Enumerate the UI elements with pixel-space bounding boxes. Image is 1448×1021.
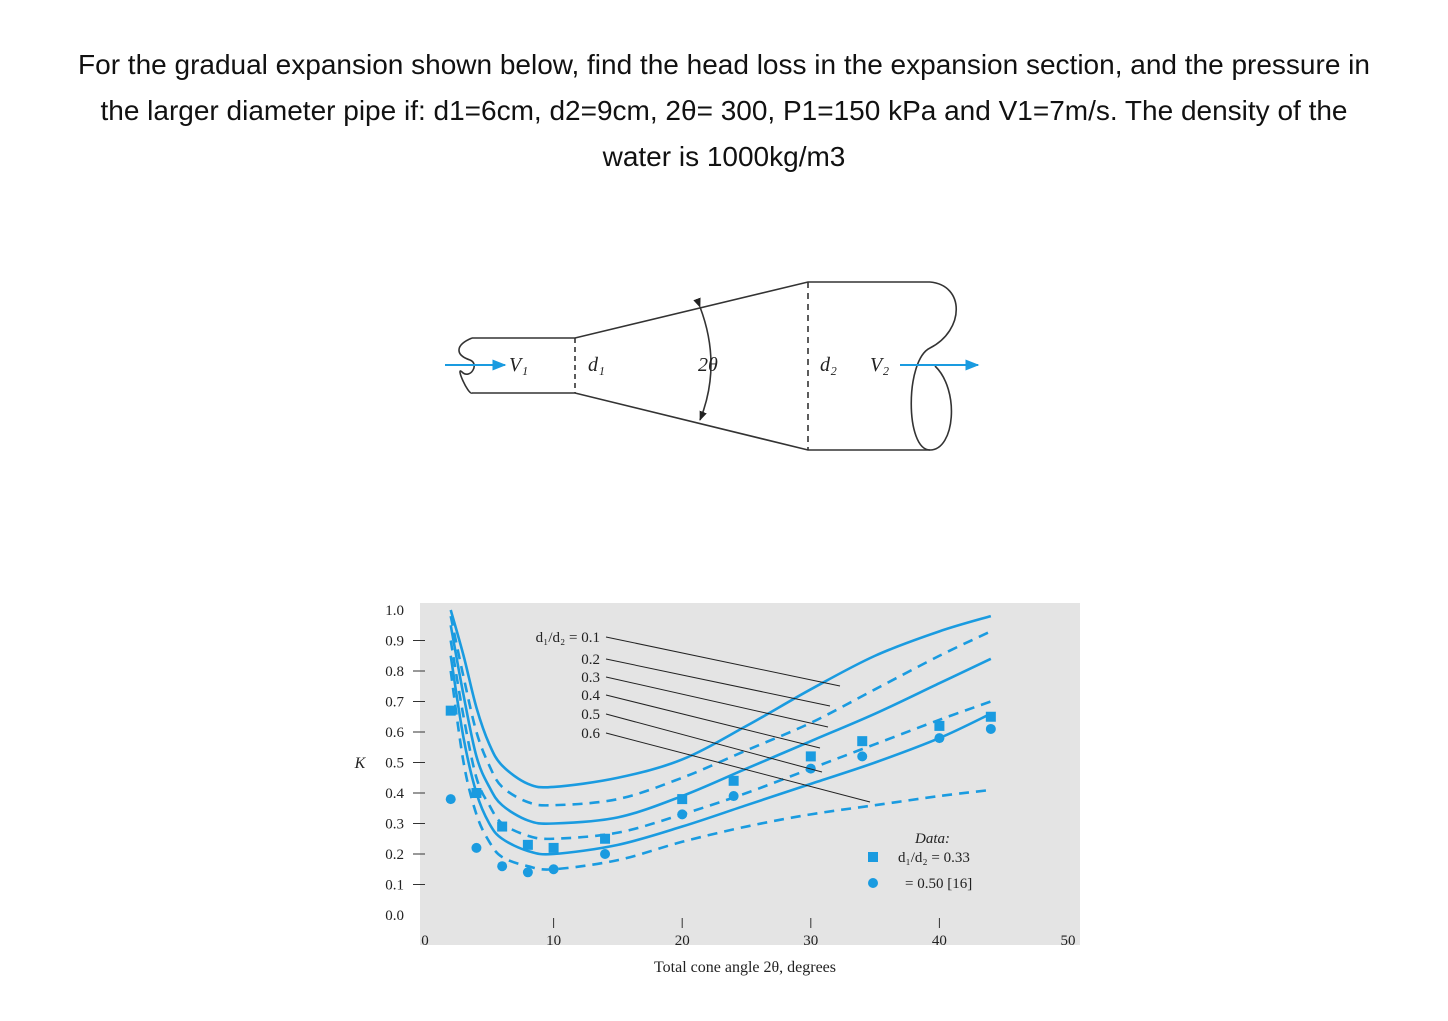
legend-title: Data:	[914, 831, 950, 847]
data-point	[548, 842, 559, 853]
y-tick-label: 0.5	[385, 756, 404, 772]
y-tick-label: 0.8	[385, 664, 404, 680]
curve-label: 0.3	[581, 670, 600, 686]
data-point	[985, 723, 996, 734]
y-tick-label: 1.0	[385, 603, 404, 619]
data-point	[471, 788, 482, 798]
x-tick-label: 40	[932, 933, 947, 949]
y-tick-label: 0.9	[385, 634, 404, 650]
data-point	[445, 794, 456, 805]
data-point	[522, 867, 533, 878]
x-tick-label: 50	[1061, 933, 1076, 949]
curve-label: 0.2	[581, 652, 600, 668]
curve-label: 0.6	[581, 726, 600, 742]
leader-lines	[605, 636, 871, 803]
curve-label: 0.4	[581, 688, 600, 704]
curve-label: 0.5	[581, 707, 600, 723]
data-point	[497, 861, 508, 872]
x-tick-label: 10	[546, 933, 561, 949]
leader-line	[605, 636, 841, 687]
leader-line	[605, 694, 821, 749]
pipe-end	[458, 337, 475, 394]
problem-line: For the gradual expansion shown below, f…	[78, 49, 1370, 80]
leader-line	[605, 676, 829, 728]
diagram-label: V₁	[509, 354, 528, 376]
x-tick-label: 30	[803, 933, 818, 949]
curve	[449, 609, 992, 789]
data-point	[600, 849, 611, 859]
problem-line: water is 1000kg/m3	[602, 141, 846, 172]
curve-label: d₁/d₂ = 0.1	[536, 630, 600, 646]
plot-area	[449, 609, 992, 871]
x-axis-label: Total cone angle 2θ, degrees	[654, 959, 836, 976]
leader-line	[605, 658, 831, 707]
data-point	[857, 736, 868, 747]
problem-text: For the gradual expansion shown below, f…	[0, 42, 1448, 180]
curve	[449, 615, 992, 807]
y-tick-label: 0.1	[385, 878, 404, 894]
y-tick-label: 0.0	[385, 908, 404, 924]
data-point	[805, 751, 816, 762]
angle-arc	[693, 297, 712, 421]
curve	[449, 640, 992, 841]
data-point	[857, 751, 868, 762]
diagram: V₁ d₁ 2θ d₂ V₂	[445, 281, 980, 451]
leader-line	[605, 713, 823, 773]
legend-label: d₁/d₂ = 0.33	[898, 850, 970, 866]
data-point	[728, 775, 739, 786]
chart: 0.0 0.1 0.2 0.3 0.4 0.5 0.6 0.7 0.8 0.9 1.0 0 10 20 30…	[354, 603, 1076, 976]
data-point	[522, 839, 533, 850]
data-point	[677, 794, 688, 805]
diagram-label: d₁	[588, 354, 605, 376]
legend-label: = 0.50 [16]	[905, 876, 972, 892]
pipe-outline	[472, 392, 930, 451]
pipe-outline	[472, 281, 930, 339]
y-tick-label: 0.4	[385, 786, 404, 802]
leader-line	[605, 732, 871, 803]
legend-marker	[868, 878, 878, 888]
diagram-label: d₂	[820, 354, 837, 376]
y-tick-label: 0.7	[385, 695, 404, 711]
legend-marker	[868, 852, 878, 862]
problem-line: the larger diameter pipe if: d1=6cm, d2=…	[100, 95, 1348, 126]
data-point	[445, 705, 456, 716]
data-point	[728, 791, 739, 802]
data-point	[548, 864, 559, 875]
data-point	[934, 733, 945, 744]
curve	[449, 670, 991, 871]
data-point	[934, 720, 945, 731]
data-point	[600, 833, 611, 844]
x-tick-label: 0	[421, 933, 429, 949]
data-point	[497, 821, 508, 832]
plot-background	[420, 603, 1080, 945]
diagram-label: V₂	[870, 354, 889, 376]
y-tick-label: 0.2	[385, 847, 404, 863]
y-tick-label: 0.3	[385, 817, 404, 833]
pipe-end	[910, 281, 957, 451]
data-point	[677, 809, 688, 820]
curve	[449, 625, 992, 825]
x-tick-label: 20	[675, 933, 690, 949]
y-axis-label: K	[354, 755, 367, 772]
y-tick-label: 0.6	[385, 725, 404, 741]
diagram-label: 2θ	[698, 354, 718, 376]
data-point	[471, 842, 482, 853]
data-point	[985, 711, 996, 722]
